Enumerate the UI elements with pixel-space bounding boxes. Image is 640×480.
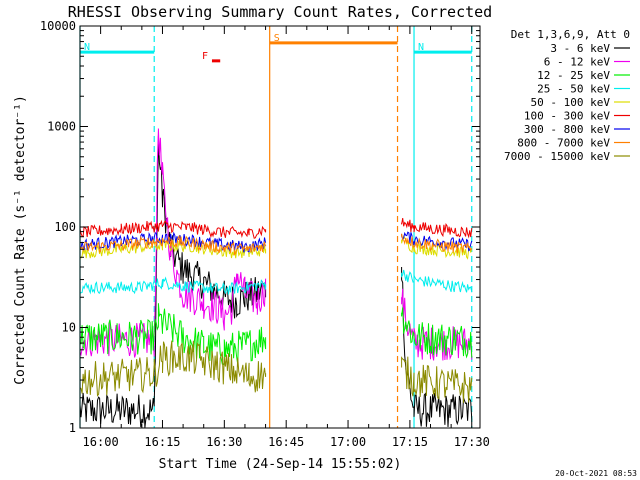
y-tick-label-4: 10000 xyxy=(40,19,76,33)
y-tick-label-2: 100 xyxy=(54,220,76,234)
y-tick-label-3: 1000 xyxy=(47,120,76,134)
legend-label-4: 50 - 100 keV xyxy=(531,96,611,109)
state-bar-label-1: N xyxy=(418,42,424,53)
legend-label-0: 3 - 6 keV xyxy=(550,42,610,55)
legend-label-5: 100 - 300 keV xyxy=(524,110,610,123)
x-tick-label-0: 16:00 xyxy=(83,435,119,449)
series-line-7 xyxy=(79,233,473,256)
legend-label-8: 7000 - 15000 keV xyxy=(504,150,610,163)
state-bar-label-0: N xyxy=(84,42,90,53)
legend-label-6: 300 - 800 keV xyxy=(524,123,610,136)
series-line-0 xyxy=(79,136,473,428)
x-tick-label-1: 16:15 xyxy=(144,435,180,449)
y-tick-label-1: 10 xyxy=(62,321,76,335)
x-tick-label-5: 17:15 xyxy=(392,435,428,449)
x-axis-label: Start Time (24-Sep-14 15:55:02) xyxy=(159,457,402,472)
series-line-1 xyxy=(79,128,473,361)
state-bar-label-3: F xyxy=(202,51,208,62)
series-line-2 xyxy=(79,303,473,366)
series-line-5 xyxy=(79,218,473,239)
legend-label-1: 6 - 12 keV xyxy=(544,56,611,69)
series-line-8 xyxy=(79,340,473,403)
legend-label-2: 12 - 25 keV xyxy=(537,69,610,82)
legend-label-3: 25 - 50 keV xyxy=(537,83,610,96)
state-bar-label-2: S xyxy=(274,33,280,44)
chart-title: RHESSI Observing Summary Count Rates, Co… xyxy=(68,3,492,21)
y-tick-label-0: 1 xyxy=(69,421,76,435)
footer-timestamp: 20-Oct-2021 08:53 xyxy=(555,469,637,478)
plot-area: N N S F xyxy=(79,26,473,428)
x-tick-label-4: 17:00 xyxy=(330,435,366,449)
legend-title: Det 1,3,6,9, Att 0 xyxy=(511,28,630,41)
x-tick-label-3: 16:45 xyxy=(268,435,304,449)
axes: 1 10 100 1000 10000 16:00 16:15 16:30 16:45 17:00… xyxy=(40,19,490,449)
x-tick-label-2: 16:30 xyxy=(206,435,242,449)
x-tick-label-6: 17:30 xyxy=(454,435,490,449)
series-line-3 xyxy=(79,269,473,295)
y-axis-label: Corrected Count Rate (s⁻¹ detector⁻¹) xyxy=(13,95,28,385)
legend-label-7: 800 - 7000 keV xyxy=(517,137,610,150)
